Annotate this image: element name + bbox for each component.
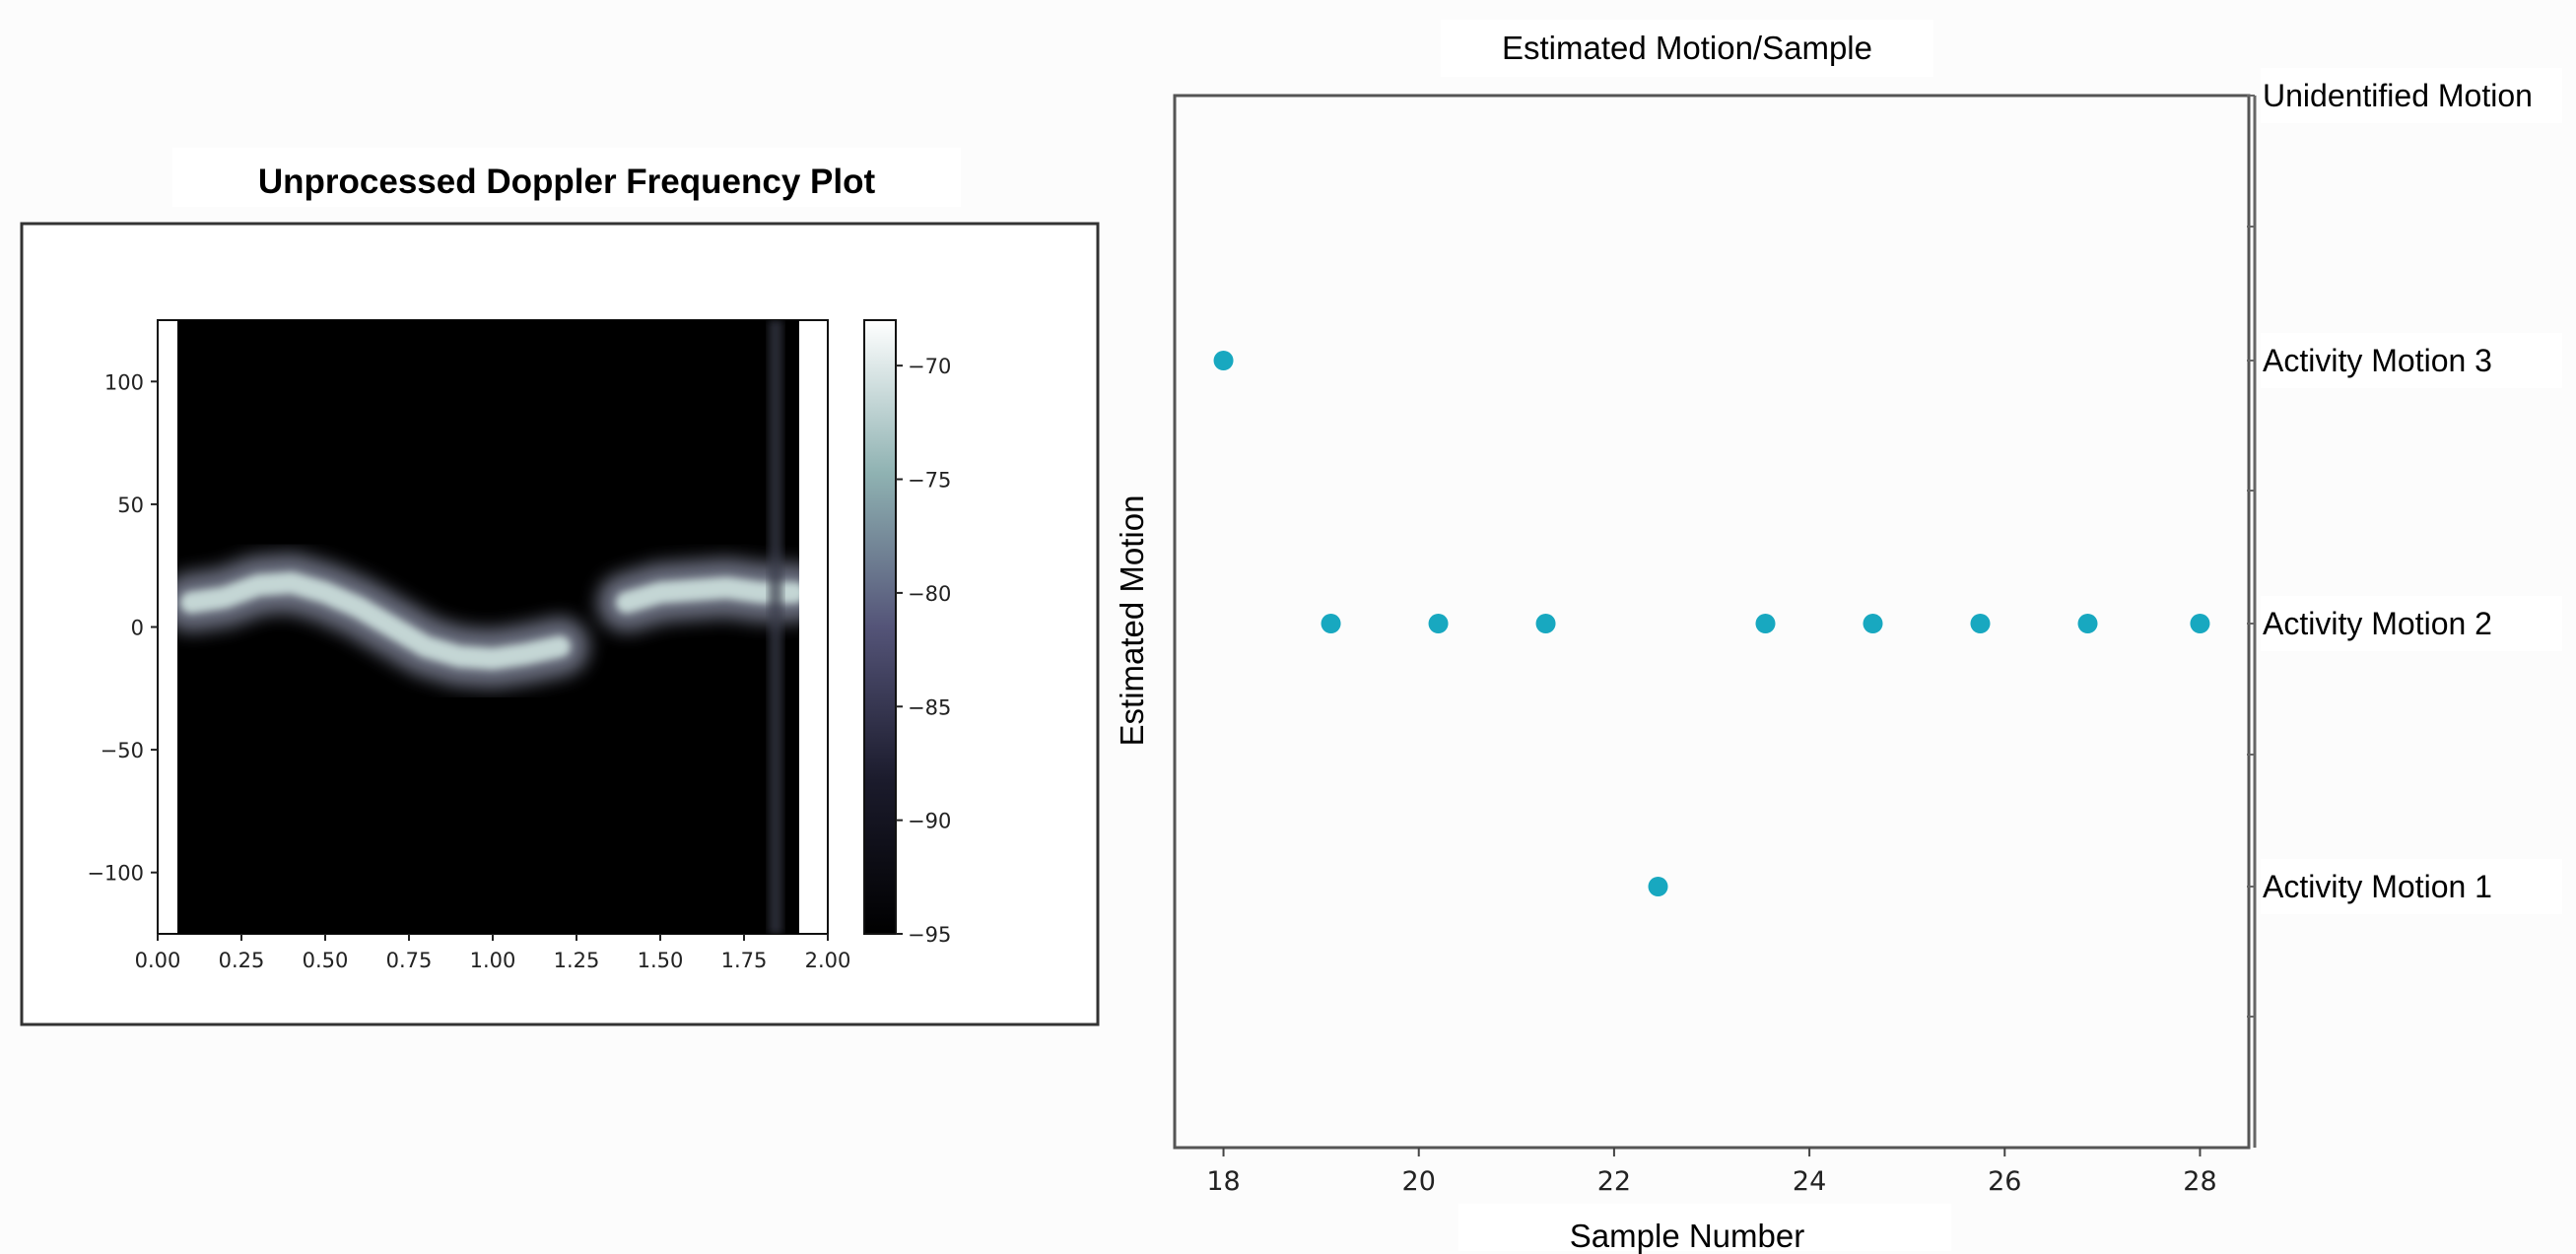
colorbar-tick-label: −75 bbox=[908, 469, 951, 493]
category-label: Activity Motion 3 bbox=[2263, 343, 2492, 378]
heatmap-x-tick-label: 2.00 bbox=[805, 949, 851, 972]
scatter-x-tick-label: 24 bbox=[1793, 1166, 1826, 1197]
scatter-point bbox=[1213, 351, 1234, 370]
scatter-point bbox=[1648, 877, 1668, 896]
scatter-title: Estimated Motion/Sample bbox=[1502, 30, 1872, 66]
heatmap-x-tick-label: 0.25 bbox=[219, 949, 265, 972]
scatter-point bbox=[1428, 614, 1449, 633]
doppler-band bbox=[177, 320, 799, 934]
scatter-point bbox=[2077, 614, 2098, 633]
category-label: Unidentified Motion bbox=[2263, 78, 2533, 113]
x-axis-label: Sample Number bbox=[1570, 1218, 1804, 1254]
heatmap-panel: Unprocessed Doppler Frequency Plot 0.00 0… bbox=[20, 148, 1100, 1026]
edge-noise bbox=[769, 320, 782, 934]
heatmap-x-tick-label: 1.75 bbox=[721, 949, 768, 972]
heatmap-image bbox=[177, 320, 799, 934]
scatter-point bbox=[1863, 614, 1883, 633]
heatmap-x-tick-label: 0.00 bbox=[135, 949, 181, 972]
heatmap-x-tick-label: 1.25 bbox=[554, 949, 600, 972]
category-label: Activity Motion 2 bbox=[2263, 606, 2492, 641]
heatmap-y-tick-label: 50 bbox=[117, 494, 144, 517]
scatter-x-tick-label: 20 bbox=[1402, 1166, 1436, 1197]
scatter-points bbox=[1213, 351, 2210, 896]
scatter-title-box bbox=[1441, 20, 1933, 77]
scatter-x-tick-label: 18 bbox=[1206, 1166, 1240, 1197]
right-minor-ticks bbox=[2247, 226, 2255, 1018]
scatter-x-tick-label: 22 bbox=[1597, 1166, 1631, 1197]
scatter-axes bbox=[1173, 94, 2251, 1150]
scatter-point bbox=[1970, 614, 1991, 633]
heatmap-y-tick-label: 100 bbox=[104, 370, 144, 394]
scatter-x-tick-label: 26 bbox=[1988, 1166, 2021, 1197]
colorbar-tick-label: −80 bbox=[908, 582, 951, 606]
colorbar-tick-label: −95 bbox=[908, 923, 951, 947]
category-labels: Activity Motion 1 Activity Motion 2 Activi… bbox=[2247, 68, 2562, 914]
scatter-x-ticks: 18 20 22 24 26 28 bbox=[1206, 1148, 2217, 1197]
scatter-point bbox=[1535, 614, 1556, 633]
heatmap-x-tick-label: 1.00 bbox=[470, 949, 516, 972]
doppler-band-core bbox=[180, 571, 799, 670]
y-axis-label: Estimated Motion bbox=[1114, 495, 1150, 747]
heatmap-y-tick-label: −50 bbox=[101, 739, 144, 762]
heatmap-x-tick-label: 0.75 bbox=[386, 949, 433, 972]
scatter-point bbox=[1755, 614, 1776, 633]
heatmap-x-ticks: 0.00 0.25 0.50 0.75 1.00 1.25 1.50 1.75 2.00 bbox=[135, 934, 851, 972]
heatmap-title-box bbox=[172, 148, 961, 207]
heatmap-x-tick-label: 0.50 bbox=[303, 949, 349, 972]
heatmap-y-tick-label: −100 bbox=[87, 862, 144, 886]
category-label-box bbox=[2261, 859, 2562, 914]
heatmap-y-tick-label: 0 bbox=[131, 617, 144, 640]
category-label-box bbox=[2261, 596, 2562, 651]
category-label-box bbox=[2261, 68, 2562, 123]
xlabel-box bbox=[1458, 1204, 1951, 1251]
scatter-panel: Estimated Motion/Sample Activity Motion … bbox=[1114, 20, 2562, 1254]
scatter-point bbox=[2190, 614, 2210, 633]
category-label: Activity Motion 1 bbox=[2263, 869, 2492, 904]
colorbar-tick-label: −90 bbox=[908, 810, 951, 833]
scatter-x-tick-label: 28 bbox=[2183, 1166, 2216, 1197]
colorbar-tick-label: −85 bbox=[908, 695, 951, 719]
colorbar-ticks: −70 −75 −80 −85 −90 −95 bbox=[896, 355, 951, 947]
heatmap-y-ticks: 100 50 0 −50 −100 bbox=[87, 370, 158, 886]
scatter-point bbox=[1321, 614, 1341, 633]
colorbar bbox=[863, 319, 897, 935]
category-label-box bbox=[2261, 333, 2562, 388]
colorbar-tick-label: −70 bbox=[908, 355, 951, 378]
heatmap-title: Unprocessed Doppler Frequency Plot bbox=[258, 163, 876, 201]
heatmap-x-tick-label: 1.50 bbox=[638, 949, 684, 972]
